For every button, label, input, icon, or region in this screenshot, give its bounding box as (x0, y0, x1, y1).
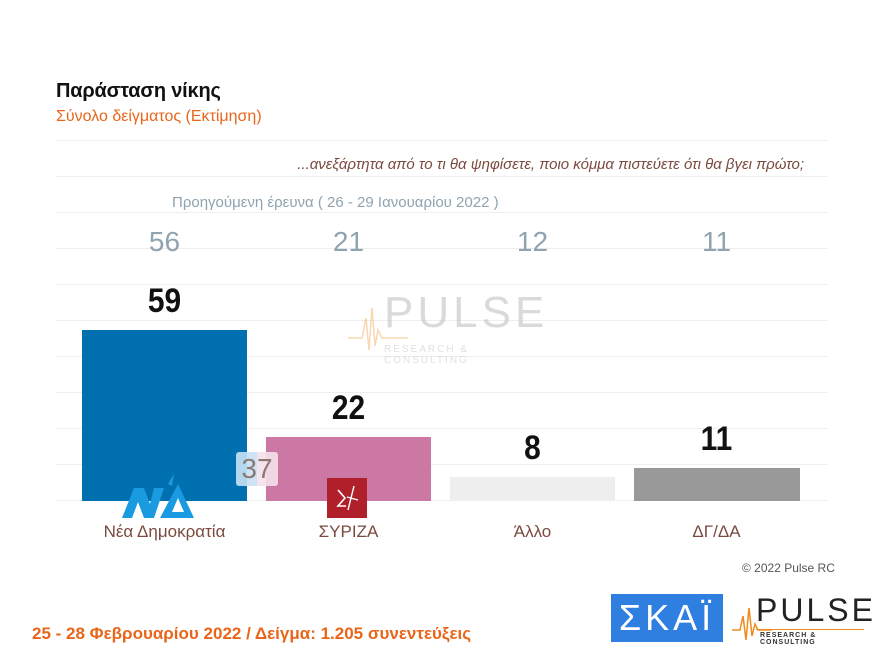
gridline (56, 140, 828, 141)
gap-badge: 37 (236, 452, 278, 486)
pulse-wave-icon (348, 307, 408, 351)
pulse-logo: PULSE RESEARCH & CONSULTING (732, 592, 873, 646)
watermark-text: PULSE (384, 288, 549, 337)
gridline (56, 176, 828, 177)
bar-nd (82, 330, 247, 501)
category-label-dgda: ΔΓ/ΔΑ (692, 522, 741, 541)
value-label-syriza: 22 (331, 389, 366, 427)
value-label-dgda: 11 (700, 420, 733, 458)
category-label-nd: Νέα Δημοκρατία (103, 522, 226, 541)
prev-value-dgda: 11 (701, 226, 732, 257)
watermark-subtext: RESEARCH & CONSULTING (384, 344, 470, 366)
prev-value-allo: 12 (516, 226, 549, 257)
previous-survey-label: Προηγούμενη έρευνα ( 26 - 29 Ιανουαρίου … (166, 194, 505, 211)
nd-logo-icon (120, 474, 196, 518)
copyright-text: © 2022 Pulse RC (742, 561, 835, 575)
gridline (56, 320, 828, 321)
skai-logo: ΣΚΑΪ (611, 594, 723, 642)
gridline (56, 212, 828, 213)
value-label-allo: 8 (524, 429, 541, 467)
category-label-allo: Άλλο (513, 522, 552, 541)
category-label-syriza: ΣΥΡΙΖΑ (318, 522, 379, 541)
gridline (56, 392, 828, 393)
gridline (56, 284, 828, 285)
pulse-logo-subtext: RESEARCH & CONSULTING (760, 632, 817, 646)
chart-subtitle: Σύνολο δείγματος (Εκτίμηση) (56, 108, 262, 125)
gridline (56, 464, 828, 465)
gridline (56, 428, 828, 429)
chart-title: Παράσταση νίκης (56, 80, 221, 102)
prev-value-syriza: 21 (332, 226, 365, 257)
bar-allo (450, 477, 615, 501)
pulse-logo-line (756, 629, 864, 630)
bar-dgda (634, 468, 800, 501)
gridline (56, 500, 828, 501)
prev-value-nd: 56 (148, 226, 181, 257)
gridline (56, 248, 828, 249)
value-label-nd: 59 (147, 282, 182, 320)
survey-question: ...ανεξάρτητα από το τι θα ψηφίσετε, ποι… (291, 156, 804, 173)
pulse-watermark: PULSE RESEARCH & CONSULTING (348, 288, 549, 366)
syriza-logo-icon (327, 478, 367, 518)
pulse-wave-icon (732, 607, 772, 641)
gridline (56, 356, 828, 357)
survey-info: 25 - 28 Φεβρουαρίου 2022 / Δείγμα: 1.205… (32, 624, 472, 643)
pulse-logo-text: PULSE (756, 592, 876, 628)
